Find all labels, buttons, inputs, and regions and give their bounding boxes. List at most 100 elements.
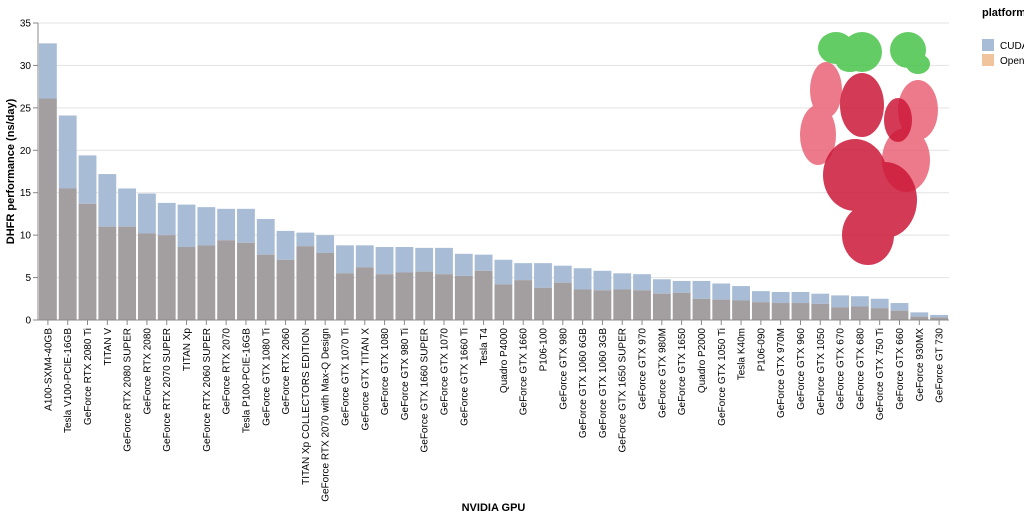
legend-label-opencl: OpenCL — [1000, 56, 1024, 67]
x-tick-label: GeForce GTX 960 — [796, 328, 807, 410]
bar-overlap — [791, 303, 810, 320]
bar-cuda — [771, 291, 790, 304]
x-tick-label: GeForce RTX 2080 SUPER — [123, 328, 134, 452]
bar-overlap — [613, 289, 632, 320]
y-axis: 0 5 10 15 20 25 30 35 DHFR performance (ns/day) — [5, 19, 39, 327]
bar-overlap — [395, 272, 414, 320]
x-tick-label: GeForce GTX 1660 Ti — [459, 328, 470, 426]
bar-overlap — [138, 233, 156, 320]
x-tick-label: GeForce RTX 2070 with Max-Q Design — [321, 328, 332, 502]
bar-overlap — [355, 267, 374, 320]
bar-cuda — [850, 296, 869, 307]
bar-overlap — [811, 303, 830, 320]
bar-overlap — [910, 316, 929, 320]
bar-overlap — [118, 226, 137, 320]
y-tick-label: 10 — [20, 231, 32, 242]
bar-overlap — [633, 290, 651, 320]
bar-cuda — [375, 247, 394, 275]
x-tick-label: GeForce GTX 1080 — [380, 328, 391, 416]
bar-cuda — [514, 263, 533, 281]
x-tick-label: GeForce GTX 670 — [836, 328, 847, 410]
y-tick-label: 20 — [20, 146, 32, 157]
bar-cuda — [534, 263, 552, 288]
bar-overlap — [454, 275, 473, 320]
bar-overlap — [652, 293, 671, 320]
bar-cuda — [732, 286, 750, 301]
bar-cuda — [336, 245, 354, 274]
bar-overlap — [514, 280, 533, 320]
x-tick-label: GeForce RTX 2080 Ti — [83, 328, 94, 425]
legend: platform CUDA OpenCL — [982, 7, 1024, 67]
x-tick-label: GeForce GTX 970 — [638, 328, 649, 410]
bar-cuda — [494, 259, 513, 285]
bar-overlap — [256, 254, 275, 320]
x-tick-label: A100-SXM4-40GB — [43, 328, 54, 411]
legend-label-cuda: CUDA — [1000, 41, 1024, 52]
x-tick-label: GeForce GTX 1060 6GB — [578, 328, 589, 438]
bar-cuda — [98, 174, 117, 227]
x-tick-label: GeForce RTX 2080 — [142, 328, 153, 415]
bar-overlap — [435, 274, 453, 320]
x-tick-label: GeForce RTX 2070 SUPER — [162, 328, 173, 452]
x-tick-label: GeForce RTX 2060 SUPER — [202, 328, 213, 452]
bar-overlap — [98, 226, 117, 320]
x-tick-label: GeForce GTX 1650 SUPER — [618, 328, 629, 453]
bar-overlap — [573, 289, 592, 320]
legend-swatch-opencl — [982, 54, 994, 66]
bar-overlap — [494, 284, 513, 320]
x-tick-label: TITAN Xp COLLECTORS EDITION — [301, 328, 312, 485]
bar-cuda — [157, 202, 176, 236]
bar-overlap — [217, 240, 236, 320]
bar-overlap — [38, 98, 57, 320]
y-tick-label: 5 — [25, 273, 31, 284]
bar-overlap — [930, 317, 949, 320]
x-tick-label: Tesla T4 — [479, 328, 490, 366]
x-tick-label: TITAN V — [103, 328, 114, 366]
y-axis-title: DHFR performance (ns/day) — [5, 98, 17, 244]
legend-title: platform — [982, 7, 1024, 19]
bar-cuda — [573, 268, 592, 290]
x-tick-label: GeForce GTX 1660 SUPER — [420, 328, 431, 453]
bar-overlap — [177, 247, 196, 320]
x-axis-title: NVIDIA GPU — [462, 502, 526, 514]
y-tick-label: 35 — [20, 19, 32, 30]
x-tick-label: P106-090 — [756, 328, 767, 372]
bar-cuda — [355, 245, 374, 268]
x-tick-label: GeForce 930MX — [915, 328, 926, 402]
bar-overlap — [553, 282, 572, 320]
y-tick-label: 25 — [20, 103, 32, 114]
x-tick-label: GeForce GTX 980M — [657, 328, 668, 418]
bar-overlap — [474, 270, 493, 320]
x-tick-label: GeForce GTX 1070 Ti — [340, 328, 351, 426]
bar-overlap — [831, 307, 849, 320]
bar-overlap — [751, 302, 770, 320]
bar-cuda — [474, 254, 493, 271]
bar-cuda — [910, 312, 929, 317]
bar-cuda — [751, 291, 770, 303]
bars — [38, 43, 949, 320]
bar-cuda — [118, 188, 137, 227]
bar-overlap — [58, 188, 77, 320]
bar-cuda — [316, 235, 335, 253]
bar-overlap — [593, 290, 612, 320]
x-tick-label: GeForce GTX 1070 — [439, 328, 450, 416]
bar-cuda — [553, 265, 572, 283]
bar-overlap — [336, 273, 354, 320]
bar-overlap — [237, 242, 255, 320]
bar-cuda — [78, 155, 97, 204]
bar-cuda — [435, 247, 453, 275]
bar-overlap — [78, 203, 97, 320]
bar-overlap — [692, 298, 711, 320]
y-tick-label: 15 — [20, 188, 32, 199]
x-tick-label: Quadro P4000 — [499, 328, 510, 393]
bar-overlap — [771, 303, 790, 320]
legend-swatch-cuda — [982, 39, 994, 51]
x-tick-label: Quadro P2000 — [697, 328, 708, 393]
x-tick-label: GeForce GTX 1050 — [816, 328, 827, 416]
bar-overlap — [890, 310, 909, 320]
bar-cuda — [890, 303, 909, 311]
x-tick-label: GeForce GTX TITAN X — [360, 328, 371, 431]
bar-overlap — [732, 300, 750, 320]
bar-overlap — [375, 274, 394, 320]
bar-cuda — [613, 273, 632, 290]
